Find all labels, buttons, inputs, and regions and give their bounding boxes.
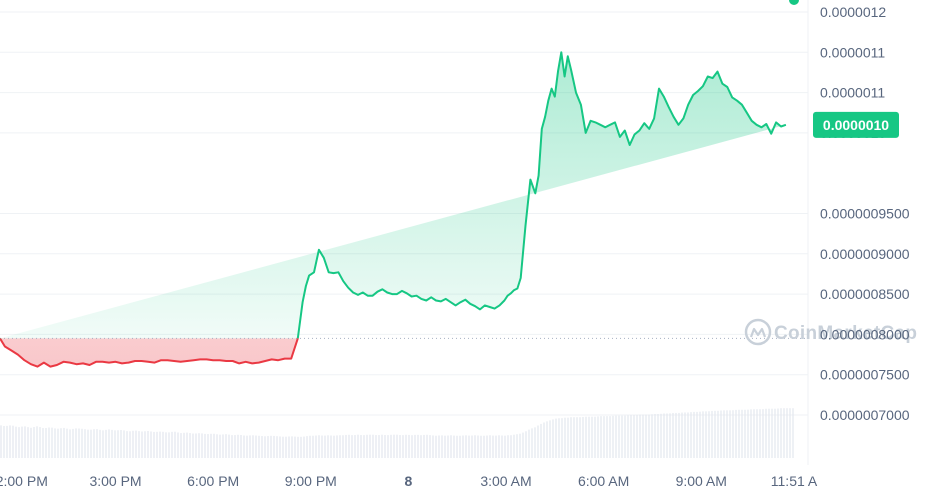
y-tick-label: 0.0000008000 — [820, 326, 910, 342]
coinmarketcap-logo-icon — [744, 318, 772, 346]
y-tick-label: 0.0000009000 — [820, 246, 910, 262]
area-fill-up — [0, 52, 786, 339]
y-tick-label: 0.0000011 — [820, 44, 885, 60]
area-fill-down — [0, 338, 298, 367]
x-tick-label: 6:00 PM — [187, 473, 239, 489]
coinmarketcap-watermark: CoinMarketCap — [744, 318, 917, 346]
price-area — [0, 52, 786, 367]
y-tick-label: 0.0000011 — [820, 85, 885, 101]
price-line — [0, 51, 787, 368]
watermark-text: CoinMarketCap — [774, 323, 917, 344]
x-tick-label: 3:00 PM — [89, 473, 141, 489]
y-tick-label: 0.0000012 — [820, 4, 886, 20]
current-price-marker[interactable]: 0.0000010 — [789, 0, 899, 138]
x-tick-label: 12:00 PM — [0, 473, 48, 489]
y-tick-label: 0.0000007000 — [820, 407, 910, 423]
x-tick-label: 3:00 AM — [480, 473, 531, 489]
current-price-label: 0.0000010 — [823, 117, 889, 133]
x-tick-label: 9:00 AM — [676, 473, 727, 489]
y-tick-label: 0.0000008500 — [820, 286, 910, 302]
y-axis: 0.0000012 0.0000011 0.0000011 0.0000010 0.00… — [820, 4, 910, 423]
price-line-up — [0, 51, 787, 339]
price-line-down — [0, 338, 299, 368]
x-tick-label: 11:51 A — [771, 473, 818, 489]
current-price-dot[interactable] — [789, 0, 799, 5]
current-price-tag — [813, 111, 899, 138]
x-tick-label: 8 — [404, 473, 412, 489]
x-tick-label: 6:00 AM — [578, 473, 629, 489]
volume-bars — [0, 408, 794, 458]
x-axis: 12:00 PM 3:00 PM 6:00 PM 9:00 PM 8 3:00 AM 6:0… — [0, 473, 818, 489]
y-tick-label: 0.0000009500 — [820, 206, 910, 222]
y-tick-label: 0.0000007500 — [820, 367, 910, 383]
x-tick-label: 9:00 PM — [285, 473, 337, 489]
